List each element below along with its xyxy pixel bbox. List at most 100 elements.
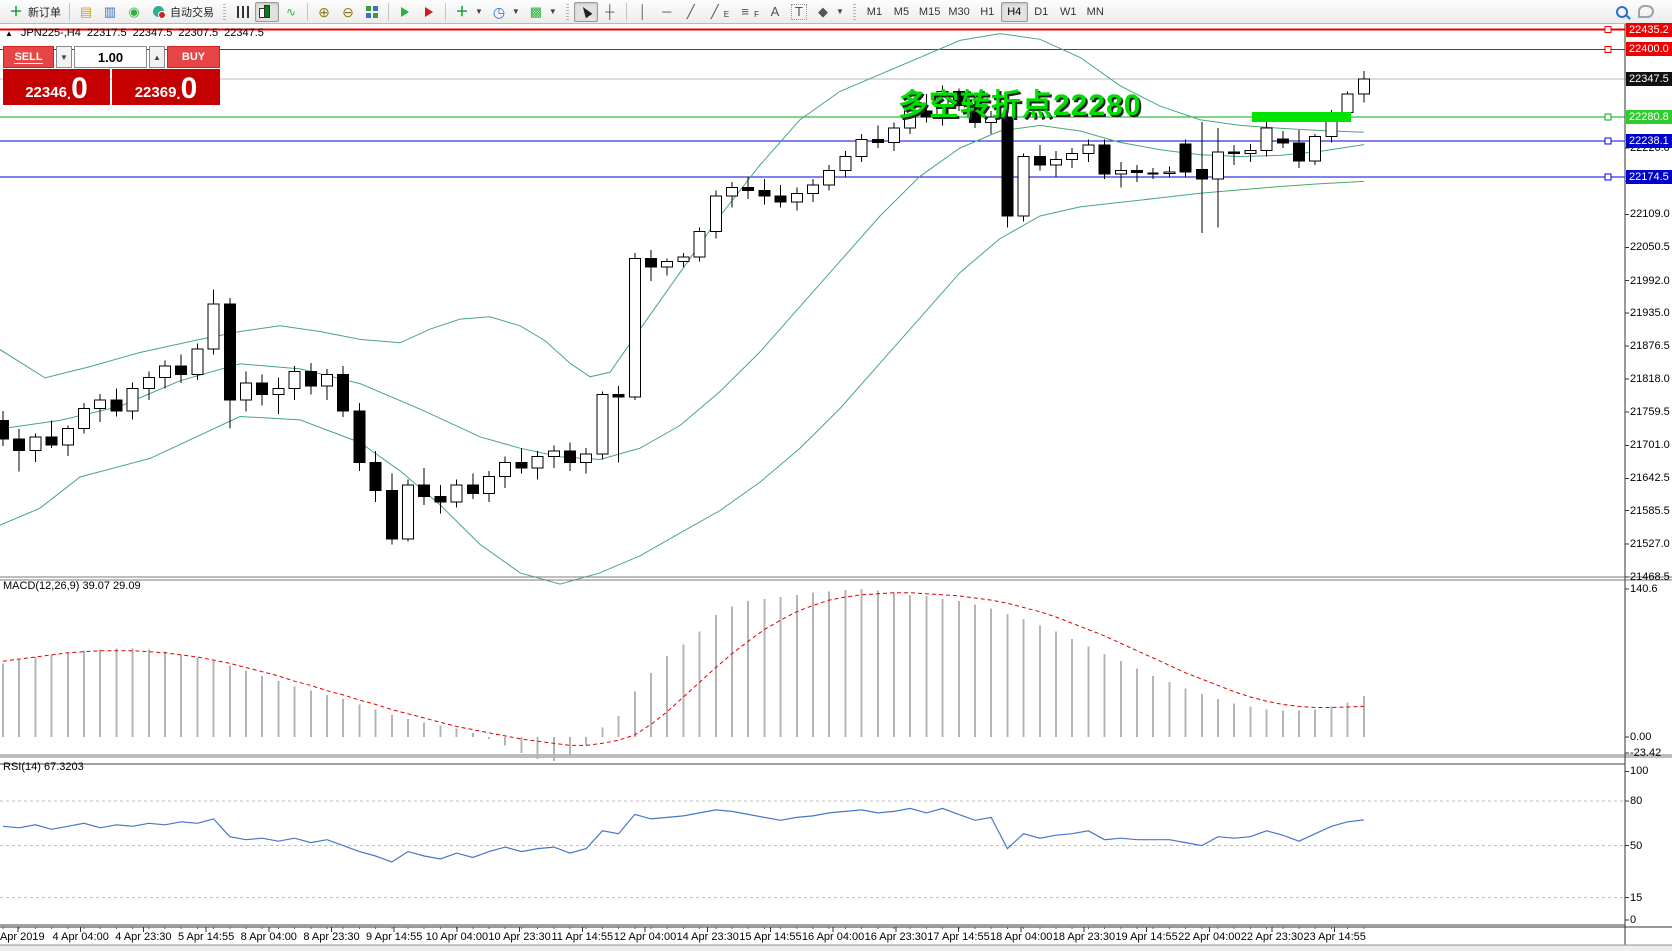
- candle-bear: [612, 393, 625, 398]
- bollinger-lower-line: [0, 180, 1365, 585]
- text-label-icon: T: [791, 3, 807, 20]
- cursor-button[interactable]: [573, 1, 598, 22]
- new-order-button[interactable]: ＋ 新订单: [4, 2, 65, 22]
- indicators-button[interactable]: ＋ ▼: [450, 2, 487, 22]
- candle-bear: [223, 303, 236, 401]
- chart-shift-icon: [421, 4, 437, 20]
- search-button[interactable]: [1610, 2, 1634, 22]
- timeframe-MN[interactable]: MN: [1086, 5, 1104, 18]
- buy-price[interactable]: 22369. 0: [112, 69, 220, 105]
- fibonacci-button[interactable]: ≡ F: [733, 2, 763, 22]
- timeframe-M30[interactable]: M30: [948, 5, 970, 18]
- channel-button[interactable]: ╱ E: [703, 2, 733, 22]
- periods-button[interactable]: ◷ ▼: [487, 2, 524, 22]
- candle-bear: [1179, 143, 1192, 173]
- candle-bull: [272, 388, 285, 395]
- toolbar-separator: [388, 2, 389, 21]
- candle-bear: [1276, 138, 1289, 144]
- rsi-pane: [0, 763, 1625, 926]
- dropdown-arrow-icon: ▼: [548, 7, 557, 16]
- horizontal-level-lines[interactable]: [0, 26, 1625, 181]
- candle-bear: [1001, 116, 1014, 217]
- candle-bear: [515, 461, 528, 469]
- macd-indicator-label: MACD(12,26,9) 39.07 29.09: [3, 580, 141, 592]
- signals-button[interactable]: ◉: [122, 2, 146, 22]
- candle-bear: [969, 105, 981, 124]
- timeframe-M15[interactable]: M15: [918, 5, 941, 18]
- candle-bull: [207, 303, 220, 350]
- candle-bear: [434, 495, 447, 503]
- candle-bull: [450, 484, 463, 503]
- autotrading-icon: [150, 4, 166, 20]
- arrows-button[interactable]: ◆ ▼: [811, 2, 848, 22]
- community-button[interactable]: [1634, 2, 1658, 22]
- vertical-line-button[interactable]: │: [631, 2, 655, 22]
- candle-bull: [547, 450, 560, 458]
- buy-button[interactable]: BUY: [167, 46, 220, 68]
- new-chart-button[interactable]: ▥: [98, 2, 122, 22]
- volume-increase-button[interactable]: ▲: [149, 46, 165, 68]
- candle-bull: [580, 453, 593, 463]
- candle-bull: [888, 127, 900, 143]
- candle-bull: [61, 427, 74, 446]
- macd-histogram: [2, 588, 1365, 762]
- bollinger-middle-line: [0, 124, 1365, 461]
- text-label-button[interactable]: T: [787, 2, 811, 22]
- green-zone-rectangle[interactable]: [1252, 111, 1351, 122]
- toolbar-grip: [852, 3, 856, 20]
- signals-icon: ◉: [128, 3, 140, 19]
- candle-bear: [385, 490, 398, 540]
- candle-bull: [191, 348, 204, 376]
- zoom-in-button[interactable]: ⊕: [312, 2, 336, 22]
- candle-bull: [936, 90, 949, 118]
- timeframe-H4[interactable]: H4: [1000, 1, 1028, 22]
- candlestick-chart-icon: [259, 4, 275, 20]
- auto-scroll-button[interactable]: [393, 2, 417, 22]
- candle-bear: [1098, 144, 1111, 175]
- symbols-button[interactable]: ▤: [74, 2, 98, 22]
- candle-bear: [45, 436, 58, 446]
- candle-bear: [1131, 170, 1143, 173]
- line-chart-icon: ∿: [285, 4, 297, 19]
- crosshair-button[interactable]: ┼: [598, 2, 622, 22]
- candlestick-chart-button[interactable]: [255, 1, 279, 22]
- volume-input[interactable]: [74, 46, 147, 68]
- candle-bear: [1195, 169, 1208, 180]
- candle-bull: [402, 484, 414, 540]
- candle-bear: [466, 484, 479, 494]
- candle-bull: [499, 461, 512, 477]
- bollinger-bands: [0, 33, 1365, 585]
- candle-bear: [369, 461, 382, 492]
- horizontal-line-button[interactable]: ─: [655, 2, 679, 22]
- timeframe-H1[interactable]: H1: [980, 5, 995, 18]
- chart-annotation-text: 多空转折点22280: [898, 89, 1142, 122]
- auto-scroll-icon: [397, 4, 413, 20]
- candle-bull: [288, 371, 301, 390]
- collapse-panel-icon[interactable]: ▲: [5, 28, 13, 38]
- arrows-icon: ◆: [818, 3, 828, 19]
- trendline-button[interactable]: ╱: [679, 2, 703, 22]
- bar-chart-button[interactable]: [231, 2, 255, 22]
- autotrading-label: 自动交易: [170, 6, 214, 19]
- timeframe-D1[interactable]: D1: [1034, 5, 1049, 18]
- tile-windows-button[interactable]: [360, 2, 384, 22]
- timeframe-M5[interactable]: M5: [893, 5, 910, 18]
- chart-shift-button[interactable]: [417, 2, 441, 22]
- pane-dividers[interactable]: [0, 576, 1672, 758]
- timeframe-M1[interactable]: M1: [866, 5, 883, 18]
- candle-bull: [1114, 170, 1127, 175]
- sell-price[interactable]: 22346. 0: [3, 69, 110, 105]
- templates-button[interactable]: ▩ ▼: [524, 2, 561, 22]
- autotrading-button[interactable]: 自动交易: [146, 2, 218, 22]
- toolbar-separator: [307, 2, 308, 21]
- zoom-out-button[interactable]: ⊖: [336, 2, 360, 22]
- chart-canvas[interactable]: [0, 24, 1672, 950]
- text-tool-button[interactable]: A: [763, 2, 787, 22]
- community-chat-icon: [1638, 4, 1654, 20]
- sell-button[interactable]: SELL: [3, 46, 54, 68]
- candle-bear: [952, 90, 965, 107]
- line-chart-button[interactable]: ∿: [279, 2, 303, 22]
- volume-decrease-button[interactable]: ▼: [56, 46, 72, 68]
- candle-bear: [13, 438, 26, 451]
- timeframe-W1[interactable]: W1: [1059, 5, 1077, 18]
